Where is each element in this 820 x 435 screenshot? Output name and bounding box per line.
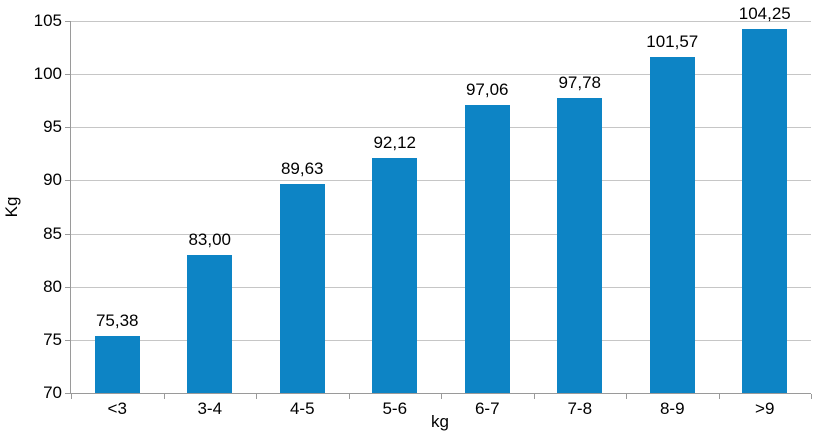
y-tick-label: 95 [43, 117, 62, 137]
x-axis-tick [256, 394, 257, 399]
x-axis-tick [533, 394, 535, 399]
x-tick-label: >9 [755, 399, 775, 418]
bar-value-label: 97,06 [465, 80, 509, 100]
bar-value-label: 104,25 [738, 3, 791, 23]
y-axis-tick [65, 21, 71, 22]
x-tick-label: 7-8 [567, 399, 593, 418]
bar-value-label: 97,78 [558, 72, 602, 92]
y-gridline [71, 233, 811, 235]
y-axis-tick [65, 393, 71, 394]
x-axis-title: kg [431, 412, 449, 431]
y-tick-label: 80 [43, 276, 62, 296]
y-axis-tick [65, 127, 71, 129]
x-axis-tick [71, 394, 72, 399]
y-axis-tick [65, 74, 71, 76]
x-axis-tick [348, 394, 350, 399]
x-axis-tick [163, 394, 165, 399]
x-tick-label: 8-9 [659, 399, 685, 418]
x-tick-label: 6-7 [474, 399, 500, 418]
bar-value-label: 89,63 [280, 159, 324, 179]
y-tick-label: 105 [33, 11, 62, 30]
bar [742, 28, 788, 393]
y-gridline [71, 21, 811, 22]
y-gridline [71, 74, 811, 76]
x-tick-label: 3-4 [197, 399, 223, 418]
y-axis-tick [65, 339, 71, 341]
x-axis-tick [811, 394, 812, 399]
bar-value-label: 101,57 [646, 32, 699, 52]
x-tick-label: 5-6 [382, 399, 408, 418]
bar [649, 57, 695, 393]
y-tick-label: 85 [43, 223, 62, 243]
y-axis-tick [65, 233, 71, 235]
bar [464, 105, 510, 393]
bar-value-label: 75,38 [95, 310, 139, 330]
bar [557, 97, 603, 393]
y-axis-tick [65, 180, 71, 182]
y-tick-label: 70 [43, 383, 62, 402]
y-tick-label: 75 [43, 329, 62, 349]
y-tick-label: 90 [43, 170, 62, 190]
bar-value-label: 83,00 [188, 229, 232, 249]
x-tick-label: <3 [107, 399, 127, 418]
y-axis-title: Kg [2, 196, 21, 218]
plot-area: 70 75 80 85 90 95 100 105 75,38 <3 83,00 3-4 89,63 4-… [34, 4, 812, 418]
x-tick-label: 4-5 [289, 399, 315, 418]
bar [372, 157, 418, 393]
y-axis-tick [65, 286, 71, 288]
y-gridline [71, 286, 811, 288]
y-tick-label: 100 [33, 64, 62, 84]
bar [94, 335, 140, 393]
bar [187, 254, 233, 393]
bar-value-label: 92,12 [373, 132, 417, 152]
y-gridline [71, 180, 811, 182]
bar [279, 184, 325, 393]
x-axis-tick [718, 394, 720, 399]
y-gridline [71, 339, 811, 341]
x-axis-tick [441, 394, 442, 399]
y-gridline [71, 127, 811, 129]
x-axis-tick [626, 394, 627, 399]
